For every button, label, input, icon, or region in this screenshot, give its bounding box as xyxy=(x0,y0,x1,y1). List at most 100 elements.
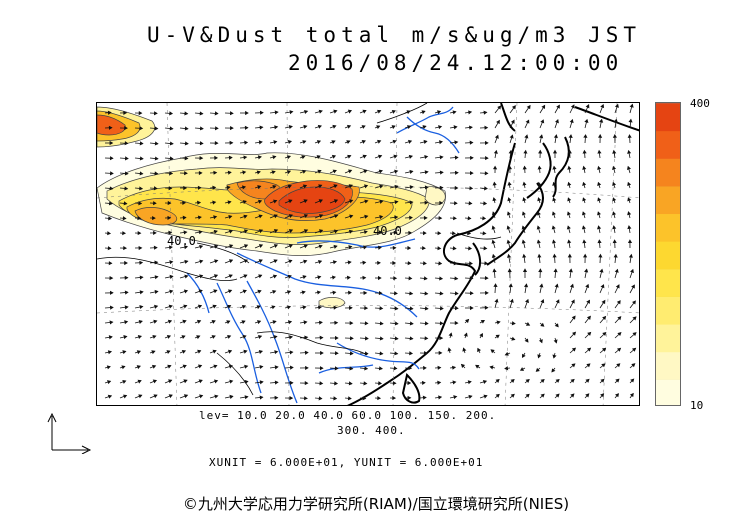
wind-arrowhead xyxy=(274,395,279,400)
wind-arrowhead xyxy=(408,365,413,371)
copyright-notice: ©九州大学応用力学研究所(RIAM)/国立環境研究所(NIES) xyxy=(182,495,570,513)
map-canvas: 40.0 40.0 xyxy=(97,103,639,405)
wind-arrowhead xyxy=(123,201,128,206)
wind-arrowhead xyxy=(169,289,174,294)
wind-arrowhead xyxy=(316,290,322,295)
wind-arrowhead xyxy=(628,253,633,258)
colorbar-swatch xyxy=(656,213,680,242)
wind-arrowhead xyxy=(494,298,499,303)
wind-arrowhead xyxy=(364,214,369,219)
wind-arrowhead xyxy=(493,165,498,170)
wind-arrowhead xyxy=(137,334,142,339)
wind-arrowhead xyxy=(507,268,512,273)
wind-arrowhead xyxy=(229,394,234,399)
wind-arrowhead xyxy=(510,378,515,383)
wind-arrowhead xyxy=(612,211,617,216)
wind-arrowhead xyxy=(525,119,530,124)
wind-arrowhead xyxy=(107,350,113,355)
wind-arrowhead xyxy=(122,350,127,355)
wind-arrowhead xyxy=(571,315,576,320)
wind-arrowhead xyxy=(347,109,353,114)
wind-arrowhead xyxy=(303,320,308,325)
wind-arrowhead xyxy=(259,110,264,115)
wind-arrowhead xyxy=(304,396,308,401)
colorbar-swatch xyxy=(656,324,680,353)
wind-arrowhead xyxy=(124,320,129,325)
wind-arrowhead xyxy=(423,350,428,356)
wind-arrowhead xyxy=(214,259,219,264)
wind-arrowhead xyxy=(136,350,141,355)
wind-arrowhead xyxy=(169,171,174,176)
wind-arrowhead xyxy=(348,229,354,234)
wind-arrowhead xyxy=(259,395,264,400)
wind-arrowhead xyxy=(423,215,428,220)
wind-arrowhead xyxy=(288,229,294,233)
wind-arrowhead xyxy=(586,315,591,320)
wind-arrowhead xyxy=(524,134,529,139)
wind-arrowhead xyxy=(424,155,429,160)
wind-arrowhead xyxy=(107,246,112,251)
wind-arrowhead xyxy=(567,149,572,154)
wind-arrowhead xyxy=(258,244,264,248)
wind-arrowhead xyxy=(632,300,636,305)
wind-arrowhead xyxy=(305,365,309,370)
wind-arrowhead xyxy=(555,378,560,383)
wind-arrowhead xyxy=(377,260,381,266)
wind-arrowhead xyxy=(627,211,632,216)
colorbar-swatch xyxy=(656,130,680,159)
wind-arrowhead xyxy=(424,200,429,205)
wind-arrowhead xyxy=(484,171,489,176)
wind-arrowhead xyxy=(631,347,637,352)
wind-arrowhead xyxy=(318,214,324,219)
wind-arrowhead xyxy=(241,320,246,325)
wind-arrowhead xyxy=(536,239,541,244)
wind-arrowhead xyxy=(566,211,571,216)
wind-arrowhead xyxy=(602,331,607,336)
wind-arrowhead xyxy=(438,140,443,145)
wind-arrowhead xyxy=(272,155,277,160)
wind-arrowhead xyxy=(452,246,457,251)
wind-arrowhead xyxy=(422,245,426,251)
wind-arrowhead xyxy=(378,230,383,235)
wind-arrowhead xyxy=(582,239,587,244)
wind-arrowhead xyxy=(123,335,128,340)
wind-arrowhead xyxy=(362,109,367,114)
wind-arrowhead xyxy=(463,332,468,337)
wind-arrowhead xyxy=(331,140,336,145)
wind-arrowhead xyxy=(508,283,513,288)
wind-arrowhead xyxy=(508,149,513,154)
wind-arrowhead xyxy=(317,169,322,174)
wind-arrowhead xyxy=(423,365,427,371)
wind-arrowhead xyxy=(229,126,234,131)
wind-arrowhead xyxy=(184,274,189,279)
wind-arrowhead xyxy=(214,244,219,249)
wind-arrowhead xyxy=(138,319,143,324)
wind-arrowhead xyxy=(407,245,412,251)
wind-arrowhead xyxy=(521,353,526,358)
wind-arrowhead xyxy=(274,365,279,370)
wind-arrowhead xyxy=(213,274,219,279)
wind-arrowhead xyxy=(122,380,127,384)
wind-arrowhead xyxy=(616,300,621,305)
wind-arrowhead xyxy=(227,289,233,294)
rivers xyxy=(186,106,460,404)
wind-arrowhead xyxy=(568,268,573,273)
wind-arrowhead xyxy=(318,109,323,114)
wind-arrowhead xyxy=(151,350,156,355)
wind-arrowhead xyxy=(393,230,398,235)
wind-arrowhead xyxy=(507,197,512,202)
wind-arrowhead xyxy=(582,197,587,202)
wind-arrowhead xyxy=(319,335,324,340)
wind-arrowhead xyxy=(288,125,293,130)
wind-arrowhead xyxy=(600,393,605,398)
wind-arrowhead xyxy=(211,335,216,339)
wind-arrowhead xyxy=(184,126,189,131)
wind-arrowhead xyxy=(303,199,308,204)
wind-arrowhead xyxy=(378,366,383,371)
wind-arrowhead xyxy=(616,347,622,352)
wind-arrowhead xyxy=(468,201,473,206)
wind-arrowhead xyxy=(228,229,233,234)
wind-arrowhead xyxy=(198,289,203,294)
wind-arrowhead xyxy=(552,253,557,258)
wind-arrowhead xyxy=(227,335,232,339)
